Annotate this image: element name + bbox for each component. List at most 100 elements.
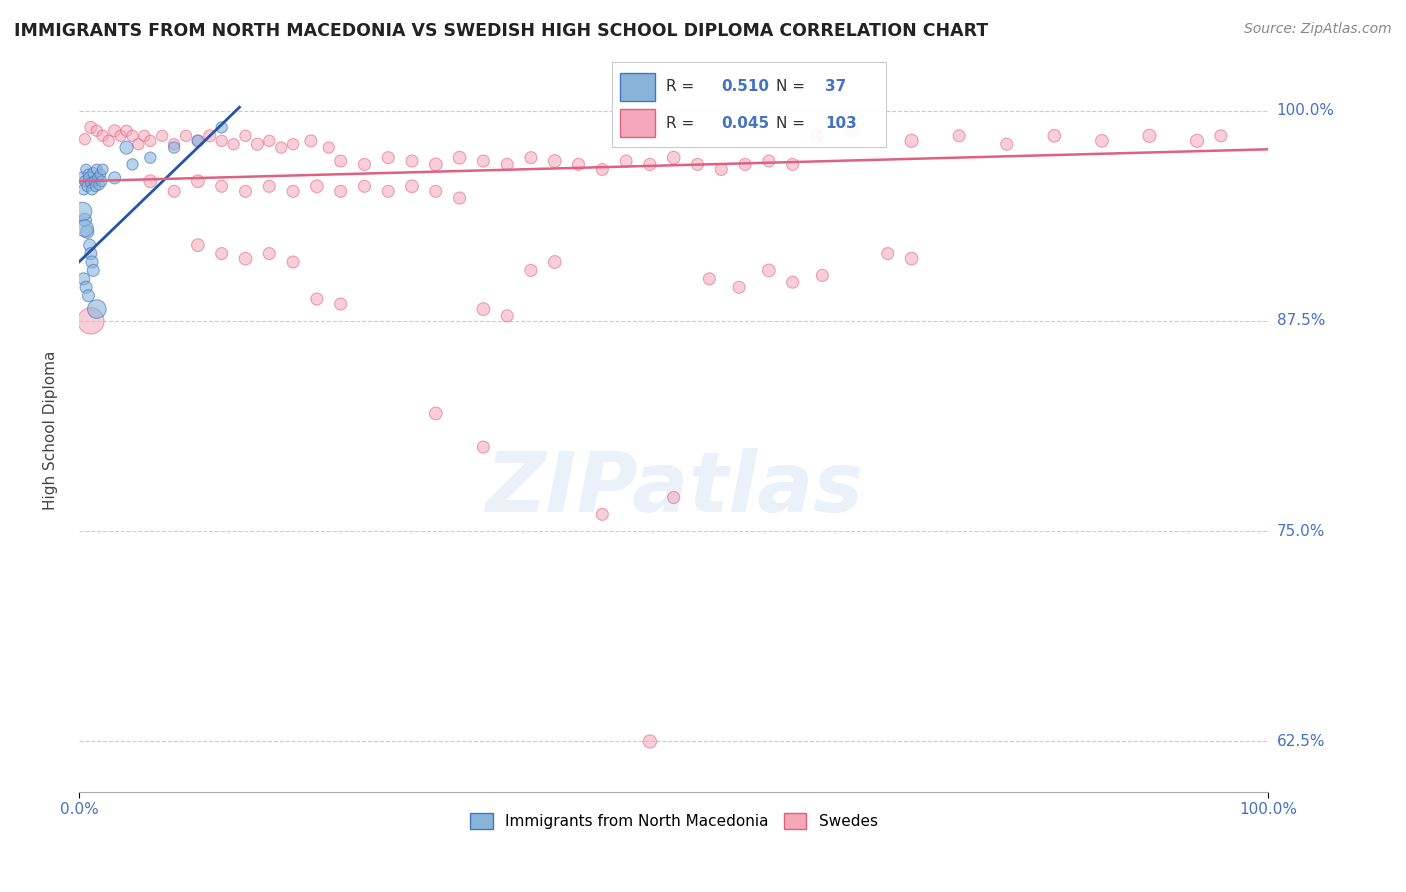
Point <box>329 185 352 199</box>
Point <box>472 302 495 317</box>
Point <box>710 162 733 177</box>
Text: 0.045: 0.045 <box>721 116 769 130</box>
Point <box>86 162 108 177</box>
Point <box>163 140 186 154</box>
Text: R =: R = <box>666 79 700 94</box>
Text: 100.0%: 100.0% <box>1277 103 1334 118</box>
Point <box>187 134 209 148</box>
Point <box>73 174 96 188</box>
Point <box>139 151 162 165</box>
Point <box>876 246 898 260</box>
Point <box>259 246 281 260</box>
Point <box>377 185 399 199</box>
Point <box>115 124 138 138</box>
Point <box>305 179 328 194</box>
Text: N =: N = <box>776 116 810 130</box>
Text: ZIPatlas: ZIPatlas <box>485 448 863 529</box>
Point <box>841 124 863 138</box>
Point <box>472 154 495 169</box>
Text: 75.0%: 75.0% <box>1277 524 1324 539</box>
Point <box>425 157 447 171</box>
Point <box>353 157 375 171</box>
Point <box>115 140 138 154</box>
Point <box>699 272 721 286</box>
Point <box>80 183 103 197</box>
Point <box>758 263 780 277</box>
Point <box>211 246 233 260</box>
Text: R =: R = <box>666 116 700 130</box>
Point <box>174 128 197 143</box>
Point <box>728 280 751 294</box>
Point <box>401 179 423 194</box>
Point <box>567 157 589 171</box>
Point <box>401 154 423 169</box>
Point <box>86 302 108 317</box>
Point <box>139 174 162 188</box>
Y-axis label: High School Diploma: High School Diploma <box>44 351 58 510</box>
Text: 87.5%: 87.5% <box>1277 313 1324 328</box>
Legend: Immigrants from North Macedonia, Swedes: Immigrants from North Macedonia, Swedes <box>464 806 884 835</box>
Point <box>121 157 143 171</box>
Point <box>270 140 292 154</box>
Point <box>222 137 245 152</box>
Point <box>281 185 304 199</box>
Point <box>329 154 352 169</box>
Point <box>127 137 149 152</box>
Text: 103: 103 <box>825 116 858 130</box>
Point <box>995 137 1018 152</box>
Bar <box>620 109 655 137</box>
Point <box>80 246 103 260</box>
Point <box>425 185 447 199</box>
Point <box>496 309 519 323</box>
Point <box>121 128 143 143</box>
Point <box>211 120 233 135</box>
Point <box>235 185 257 199</box>
Point <box>76 179 98 194</box>
Point <box>86 124 108 138</box>
Text: 0.510: 0.510 <box>721 79 769 94</box>
Point <box>73 221 96 235</box>
Point <box>614 154 637 169</box>
Point <box>73 272 96 286</box>
Point <box>353 179 375 194</box>
Point <box>900 134 922 148</box>
Point <box>72 170 94 185</box>
Point <box>90 174 112 188</box>
Point <box>80 120 103 135</box>
Point <box>449 191 471 205</box>
Point <box>544 255 567 269</box>
Point <box>75 162 97 177</box>
Text: N =: N = <box>776 79 810 94</box>
Point <box>211 179 233 194</box>
Point <box>89 168 111 182</box>
Point <box>75 280 97 294</box>
Point <box>259 134 281 148</box>
Text: Source: ZipAtlas.com: Source: ZipAtlas.com <box>1244 22 1392 37</box>
Point <box>150 128 173 143</box>
Point <box>662 491 685 505</box>
Point <box>449 151 471 165</box>
Point <box>139 134 162 148</box>
Point <box>318 140 340 154</box>
Point <box>89 178 111 192</box>
Point <box>281 255 304 269</box>
Point <box>259 179 281 194</box>
Point <box>1043 128 1066 143</box>
Bar <box>620 72 655 101</box>
Point <box>496 157 519 171</box>
Point <box>73 213 96 227</box>
Point <box>163 185 186 199</box>
Point <box>104 170 127 185</box>
Point <box>299 134 322 148</box>
Point <box>520 151 543 165</box>
Point <box>76 225 98 239</box>
Point <box>1091 134 1114 148</box>
Point <box>82 263 104 277</box>
Point <box>87 170 110 185</box>
Point <box>104 124 127 138</box>
Point <box>77 288 100 302</box>
Point <box>758 154 780 169</box>
Point <box>91 128 114 143</box>
Point <box>281 137 304 152</box>
Point <box>782 157 804 171</box>
